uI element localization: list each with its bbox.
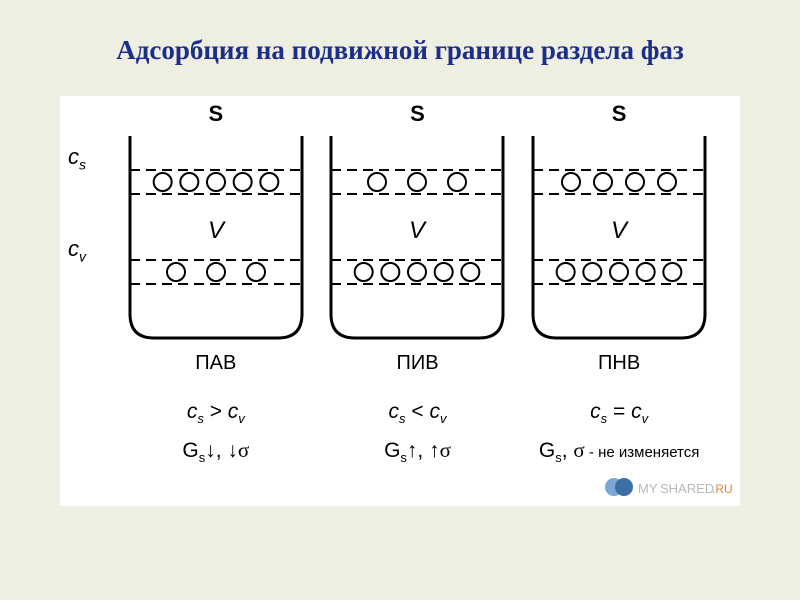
s-label: S <box>208 101 223 127</box>
s-label: S <box>410 101 425 127</box>
svg-text:V: V <box>208 217 226 244</box>
watermark: MY SHARED .RU <box>602 474 732 500</box>
relation-label: cs = cv <box>590 400 648 426</box>
gibbs-label: Gs↓, ↓σ <box>182 438 249 465</box>
page-title: Адсорбция на подвижной границе раздела ф… <box>0 0 800 81</box>
svg-text:V: V <box>409 217 427 244</box>
relation-label: cs > cv <box>187 400 245 426</box>
vessels-row: S V ПАВ cs > cv Gs↓, ↓σ S <box>60 96 740 465</box>
vessel-svg: V <box>529 132 709 342</box>
gibbs-label: Gs, σ - не изменяется <box>539 438 699 465</box>
vessel-0: S V ПАВ cs > cv Gs↓, ↓σ <box>126 101 306 465</box>
vessel-2: S V ПНВ cs = cv Gs, σ - не изменяется <box>529 101 709 465</box>
s-label: S <box>612 101 627 127</box>
substance-label: ПАВ <box>195 352 236 375</box>
substance-label: ПИВ <box>396 352 438 375</box>
vessel-1: S V ПИВ cs < cv Gs↑, ↑σ <box>327 101 507 465</box>
gibbs-label: Gs↑, ↑σ <box>384 438 451 465</box>
svg-text:V: V <box>611 217 629 244</box>
svg-text:MY: MY <box>638 481 658 496</box>
diagram-container: cs cv S V ПАВ cs > cv Gs↓, ↓σ S <box>60 96 740 506</box>
svg-text:SHARED: SHARED <box>660 481 714 496</box>
substance-label: ПНВ <box>598 352 640 375</box>
relation-label: cs < cv <box>389 400 447 426</box>
vessel-svg: V <box>327 132 507 342</box>
vessel-svg: V <box>126 132 306 342</box>
svg-text:.RU: .RU <box>712 482 732 496</box>
